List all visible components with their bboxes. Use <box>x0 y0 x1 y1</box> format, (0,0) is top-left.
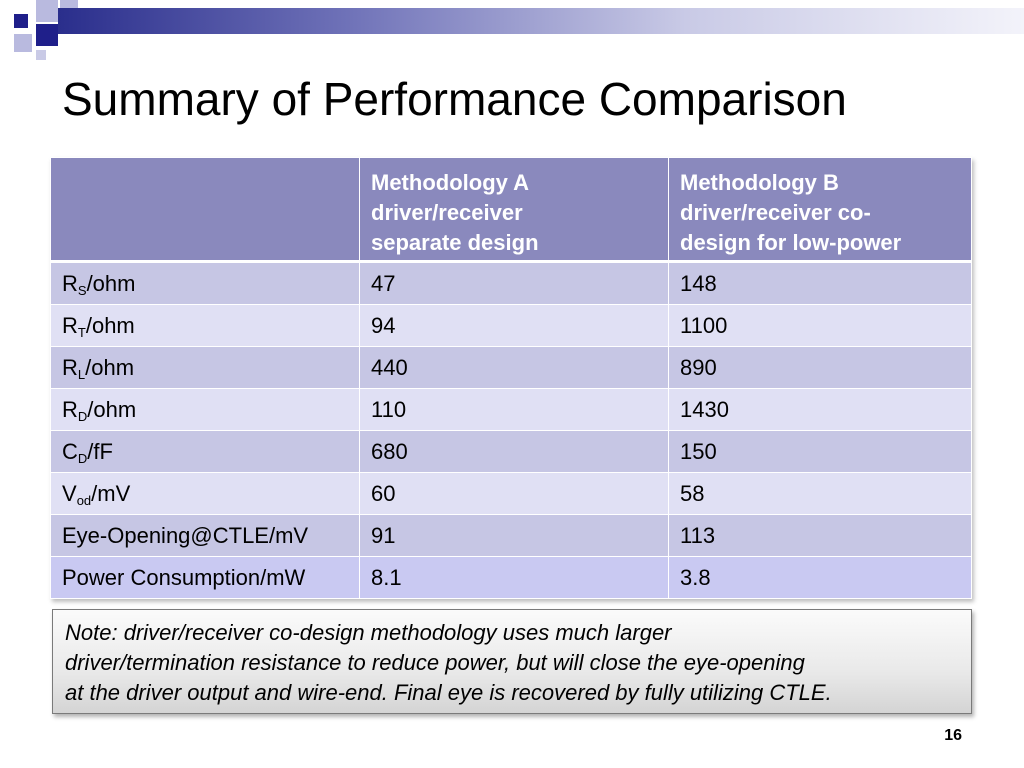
slide-title: Summary of Performance Comparison <box>62 73 847 125</box>
table-header-row: Methodology A driver/receiver separate d… <box>50 157 972 263</box>
row-label: Vod/mV <box>50 472 360 515</box>
row-label: Eye-Opening@CTLE/mV <box>50 514 360 557</box>
header-gradient-bar <box>58 8 1024 34</box>
row-label: RS/ohm <box>50 261 360 305</box>
row-label: RL/ohm <box>50 346 360 389</box>
header-a-line3: separate design <box>371 230 539 255</box>
decorative-square <box>60 0 78 8</box>
value-a: 94 <box>359 304 669 347</box>
header-b-line1: Methodology B <box>680 170 839 195</box>
performance-comparison-table: Methodology A driver/receiver separate d… <box>50 157 972 599</box>
table-row: RD/ohm 110 1430 <box>50 388 972 431</box>
value-a: 47 <box>359 261 669 305</box>
header-b-line3: design for low-power <box>680 230 902 255</box>
header-methodology-b: Methodology B driver/receiver co- design… <box>668 157 972 263</box>
value-b: 1430 <box>668 388 972 431</box>
value-b: 3.8 <box>668 556 972 599</box>
value-a: 110 <box>359 388 669 431</box>
table-row: RL/ohm 440 890 <box>50 346 972 389</box>
row-label: Power Consumption/mW <box>50 556 360 599</box>
note-line: driver/termination resistance to reduce … <box>65 650 805 675</box>
value-b: 1100 <box>668 304 972 347</box>
value-a: 91 <box>359 514 669 557</box>
value-a: 8.1 <box>359 556 669 599</box>
note-line: Note: driver/receiver co-design methodol… <box>65 620 672 645</box>
decorative-square <box>36 24 58 46</box>
value-b: 58 <box>668 472 972 515</box>
value-b: 150 <box>668 430 972 473</box>
decorative-square <box>36 0 58 22</box>
row-label: CD/fF <box>50 430 360 473</box>
row-label: RT/ohm <box>50 304 360 347</box>
table-row: RS/ohm 47 148 <box>50 261 972 305</box>
header-a-line1: Methodology A <box>371 170 530 195</box>
table-row: RT/ohm 94 1100 <box>50 304 972 347</box>
decorative-square <box>14 34 32 52</box>
page-number: 16 <box>944 727 962 744</box>
value-a: 680 <box>359 430 669 473</box>
value-b: 890 <box>668 346 972 389</box>
header-b-line2: driver/receiver co- <box>680 200 871 225</box>
header-cell-empty <box>50 157 360 263</box>
value-b: 148 <box>668 261 972 305</box>
row-label: RD/ohm <box>50 388 360 431</box>
header-methodology-a: Methodology A driver/receiver separate d… <box>359 157 669 263</box>
decorative-square <box>14 14 28 28</box>
table-row: CD/fF 680 150 <box>50 430 972 473</box>
decorative-square <box>36 50 46 60</box>
table-row: Eye-Opening@CTLE/mV 91 113 <box>50 514 972 557</box>
note-line: at the driver output and wire-end. Final… <box>65 680 832 705</box>
value-a: 60 <box>359 472 669 515</box>
table-row: Power Consumption/mW 8.1 3.8 <box>50 556 972 599</box>
table-row: Vod/mV 60 58 <box>50 472 972 515</box>
note-box: Note: driver/receiver co-design methodol… <box>52 609 972 714</box>
value-a: 440 <box>359 346 669 389</box>
value-b: 113 <box>668 514 972 557</box>
header-a-line2: driver/receiver <box>371 200 523 225</box>
